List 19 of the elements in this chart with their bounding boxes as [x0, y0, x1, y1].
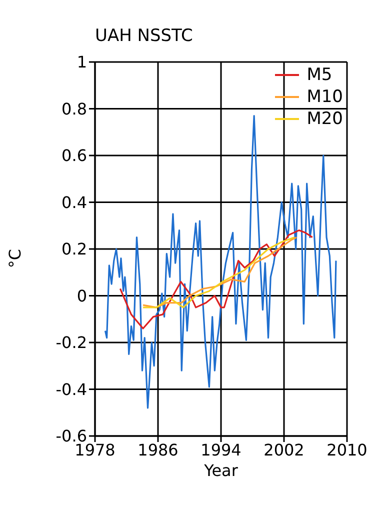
y-tick-label: 0.8 — [62, 99, 87, 118]
x-tick-label: 1994 — [200, 440, 242, 460]
x-tick-label: 2010 — [326, 440, 368, 460]
y-tick-label: 0.2 — [62, 240, 87, 259]
y-tick-label: -0.4 — [56, 380, 87, 399]
legend-label: M20 — [306, 108, 343, 130]
chart-title: UAH NSSTC — [95, 26, 193, 46]
y-tick-label: -0.2 — [56, 333, 87, 352]
x-tick-label: 1986 — [138, 440, 178, 460]
y-tick-label: 0.4 — [62, 192, 87, 212]
y-tick-label: 1 — [76, 52, 87, 72]
legend-label: M10 — [306, 86, 343, 108]
y-tick-label: 0.6 — [62, 146, 87, 166]
y-axis-title: °C — [6, 249, 25, 268]
y-tick-label: 0 — [76, 286, 87, 306]
line-series — [119, 230, 314, 330]
legend-label: M5 — [306, 64, 332, 86]
x-axis-title: Year — [203, 461, 238, 480]
x-tick-label: 2002 — [264, 440, 304, 460]
